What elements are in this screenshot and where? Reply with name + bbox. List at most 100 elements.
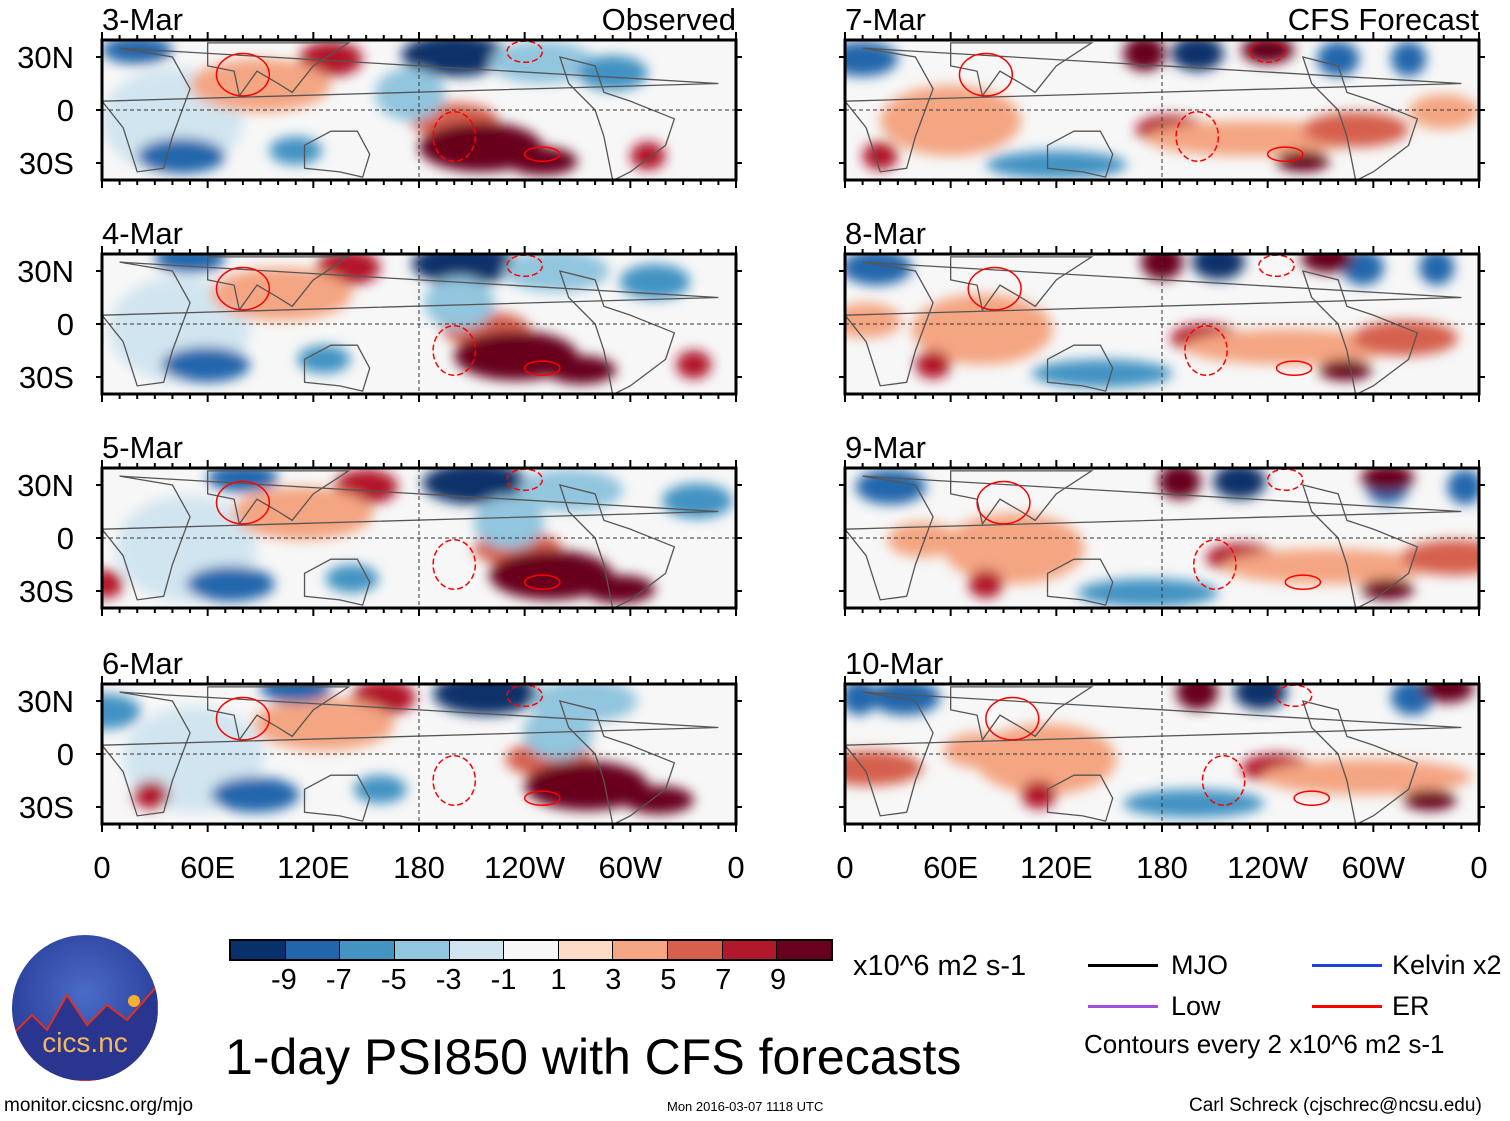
coastline bbox=[1046, 558, 1114, 606]
map-panel bbox=[96, 460, 742, 616]
cicsnc-logo: cics.nc bbox=[12, 935, 158, 1081]
coastline bbox=[303, 558, 371, 606]
anomaly-region bbox=[619, 263, 691, 300]
map-panel bbox=[839, 676, 1485, 832]
er-contour bbox=[985, 696, 1040, 741]
anomaly-region bbox=[676, 350, 712, 379]
coastline bbox=[558, 56, 676, 180]
coastline bbox=[207, 256, 351, 312]
anomaly-region bbox=[1213, 468, 1266, 500]
colorbar-label: -1 bbox=[490, 964, 517, 996]
coastline bbox=[1046, 774, 1114, 822]
coastline bbox=[102, 261, 719, 387]
lat-label: 30N bbox=[17, 468, 74, 503]
anomaly-region bbox=[1447, 469, 1479, 505]
anomaly-region bbox=[577, 55, 648, 91]
colorbar-swatch bbox=[777, 941, 832, 959]
anomaly-region bbox=[1031, 359, 1173, 388]
anomaly-region bbox=[630, 141, 666, 171]
colorbar-label: -7 bbox=[325, 964, 352, 996]
figure-title: 1-day PSI850 with CFS forecasts bbox=[225, 1029, 962, 1085]
map-panel bbox=[96, 32, 742, 188]
colorbar-swatch bbox=[722, 941, 778, 959]
anomaly-region bbox=[253, 697, 395, 751]
lon-label: 120W bbox=[1227, 850, 1309, 885]
lon-label: 120E bbox=[277, 850, 350, 885]
anomaly-region bbox=[915, 350, 951, 379]
er-contour bbox=[1175, 111, 1220, 162]
logo-text: cics.nc bbox=[42, 1027, 128, 1058]
lon-label: 180 bbox=[1136, 850, 1188, 885]
lon-label: 60W bbox=[598, 850, 663, 885]
er-contour bbox=[432, 325, 477, 376]
anomaly-region bbox=[211, 267, 353, 321]
map-panel bbox=[839, 32, 1485, 188]
coastline bbox=[845, 691, 1462, 817]
anomaly-region bbox=[1403, 789, 1457, 811]
lat-label: 30S bbox=[18, 574, 74, 609]
anomaly-region bbox=[1301, 254, 1354, 273]
anomaly-region bbox=[133, 780, 169, 809]
colorbar-swatch bbox=[340, 941, 395, 959]
anomaly-region bbox=[1234, 684, 1288, 710]
anomaly-region bbox=[1260, 759, 1472, 795]
anomaly-region bbox=[1191, 254, 1245, 280]
er-contour bbox=[1184, 325, 1228, 376]
lon-label: 0 bbox=[727, 850, 745, 885]
coastline bbox=[1301, 484, 1419, 608]
colorbar-label: 3 bbox=[605, 964, 622, 996]
coastline bbox=[1046, 344, 1114, 392]
anomaly-region bbox=[1221, 548, 1434, 584]
legend-mjo-label: MJO bbox=[1171, 950, 1228, 980]
coastline bbox=[845, 475, 1462, 601]
anomaly-region bbox=[102, 40, 173, 65]
anomaly-region bbox=[102, 569, 124, 599]
er-contour bbox=[215, 266, 271, 311]
coastline bbox=[102, 475, 719, 601]
anomaly-region bbox=[880, 85, 1022, 156]
coastline bbox=[207, 686, 351, 742]
anomaly-region bbox=[401, 40, 508, 77]
coastline bbox=[207, 470, 351, 526]
legend-mjo-line bbox=[1088, 964, 1158, 967]
panel-date: 3-Mar bbox=[102, 2, 183, 37]
coastline bbox=[102, 691, 719, 817]
coastline bbox=[207, 42, 351, 98]
anomaly-region bbox=[137, 138, 226, 174]
er-contour bbox=[432, 111, 477, 162]
map-panel bbox=[96, 676, 742, 832]
anomaly-region bbox=[845, 302, 902, 339]
anomaly-region bbox=[524, 761, 648, 811]
footer-url[interactable]: monitor.cicsnc.org/mjo bbox=[4, 1095, 194, 1116]
anomaly-region bbox=[845, 254, 912, 286]
anomaly-region bbox=[1140, 254, 1184, 280]
coastline bbox=[1301, 56, 1419, 180]
lat-label: 0 bbox=[56, 737, 74, 772]
coastline bbox=[303, 774, 371, 822]
coastline bbox=[303, 130, 371, 178]
anomaly-region bbox=[1361, 468, 1414, 493]
er-contour bbox=[1192, 539, 1237, 590]
lat-label: 30N bbox=[17, 254, 74, 289]
anomaly-region bbox=[190, 58, 331, 112]
anomaly-region bbox=[623, 785, 694, 815]
colorbar-label: 5 bbox=[660, 964, 677, 996]
er-contour bbox=[967, 266, 1022, 311]
panel-date: 9-Mar bbox=[845, 430, 926, 465]
anomaly-region bbox=[1419, 254, 1455, 286]
anomaly-region bbox=[855, 469, 927, 505]
anomaly-region bbox=[1401, 539, 1479, 576]
anomaly-region bbox=[1170, 40, 1224, 72]
lat-label: 30S bbox=[18, 790, 74, 825]
anomaly-region bbox=[1420, 684, 1474, 703]
anomaly-region bbox=[1316, 41, 1360, 77]
column-header: CFS Forecast bbox=[1287, 2, 1479, 37]
panel-date: 8-Mar bbox=[845, 216, 926, 251]
anomaly-region bbox=[325, 564, 379, 593]
anomaly-region bbox=[1021, 780, 1057, 809]
anomaly-region bbox=[161, 346, 250, 383]
colorbar-swatch bbox=[613, 941, 669, 959]
coastline bbox=[1301, 270, 1419, 394]
colorbar-swatch bbox=[449, 941, 505, 959]
legend-low-label: Low bbox=[1171, 991, 1221, 1021]
